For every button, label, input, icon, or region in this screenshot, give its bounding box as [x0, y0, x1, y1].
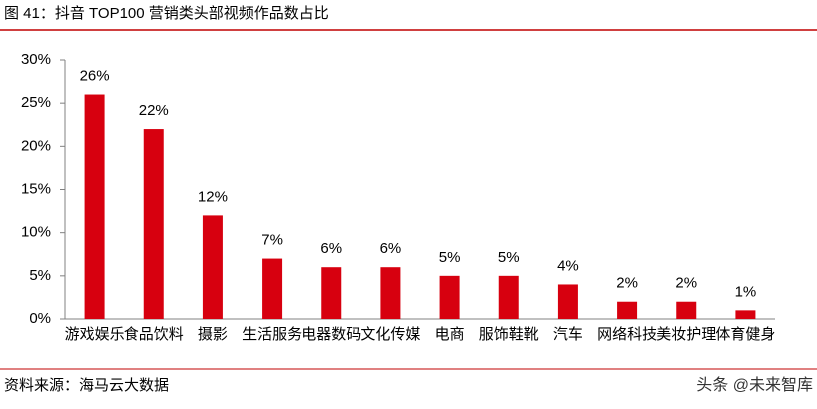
value-label: 6% [380, 240, 402, 257]
value-label: 5% [498, 249, 520, 266]
watermark: 头条 @未来智库 [696, 376, 813, 394]
chart-title: 图 41：抖音 TOP100 营销类头部视频作品数占比 [4, 5, 329, 22]
bar [735, 310, 756, 319]
value-label: 26% [80, 68, 110, 85]
bar [439, 275, 460, 319]
value-label: 22% [139, 102, 169, 119]
bar [380, 267, 401, 319]
x-tick-label: 网络科技 [597, 326, 657, 343]
value-label: 2% [675, 275, 697, 292]
bar [617, 301, 638, 319]
y-tick-label: 0% [29, 310, 51, 327]
bar [262, 258, 283, 319]
bar [84, 94, 105, 320]
x-tick-label: 体育健身 [715, 326, 775, 343]
source-note: 资料来源：海马云大数据 [4, 377, 169, 394]
x-tick-label: 电商 [435, 326, 465, 343]
value-label: 2% [616, 275, 638, 292]
y-tick-label: 15% [21, 180, 51, 197]
y-tick-label: 5% [29, 267, 51, 284]
x-tick-label: 摄影 [198, 326, 228, 343]
value-label: 12% [198, 188, 228, 205]
x-tick-label: 食品饮料 [124, 326, 184, 343]
bar [202, 215, 223, 319]
x-tick-label: 美妆护理 [656, 326, 716, 343]
y-tick-label: 25% [21, 94, 51, 111]
x-tick-label: 电器数码 [301, 326, 361, 343]
bar [676, 301, 697, 319]
bar [498, 275, 519, 319]
bar [143, 129, 164, 319]
bar [557, 284, 578, 319]
y-tick-label: 30% [21, 51, 51, 68]
x-tick-label: 服饰鞋靴 [479, 326, 539, 343]
x-tick-label: 游戏娱乐 [65, 326, 125, 343]
value-label: 5% [439, 249, 461, 266]
value-label: 1% [735, 283, 757, 300]
x-tick-label: 文化传媒 [360, 326, 420, 343]
value-label: 6% [320, 240, 342, 257]
bar [321, 267, 342, 319]
value-label: 4% [557, 257, 579, 274]
x-tick-label: 汽车 [553, 326, 583, 343]
y-tick-label: 10% [21, 224, 51, 241]
x-tick-label: 生活服务 [242, 326, 302, 343]
value-label: 7% [261, 232, 283, 249]
y-tick-label: 20% [21, 137, 51, 154]
